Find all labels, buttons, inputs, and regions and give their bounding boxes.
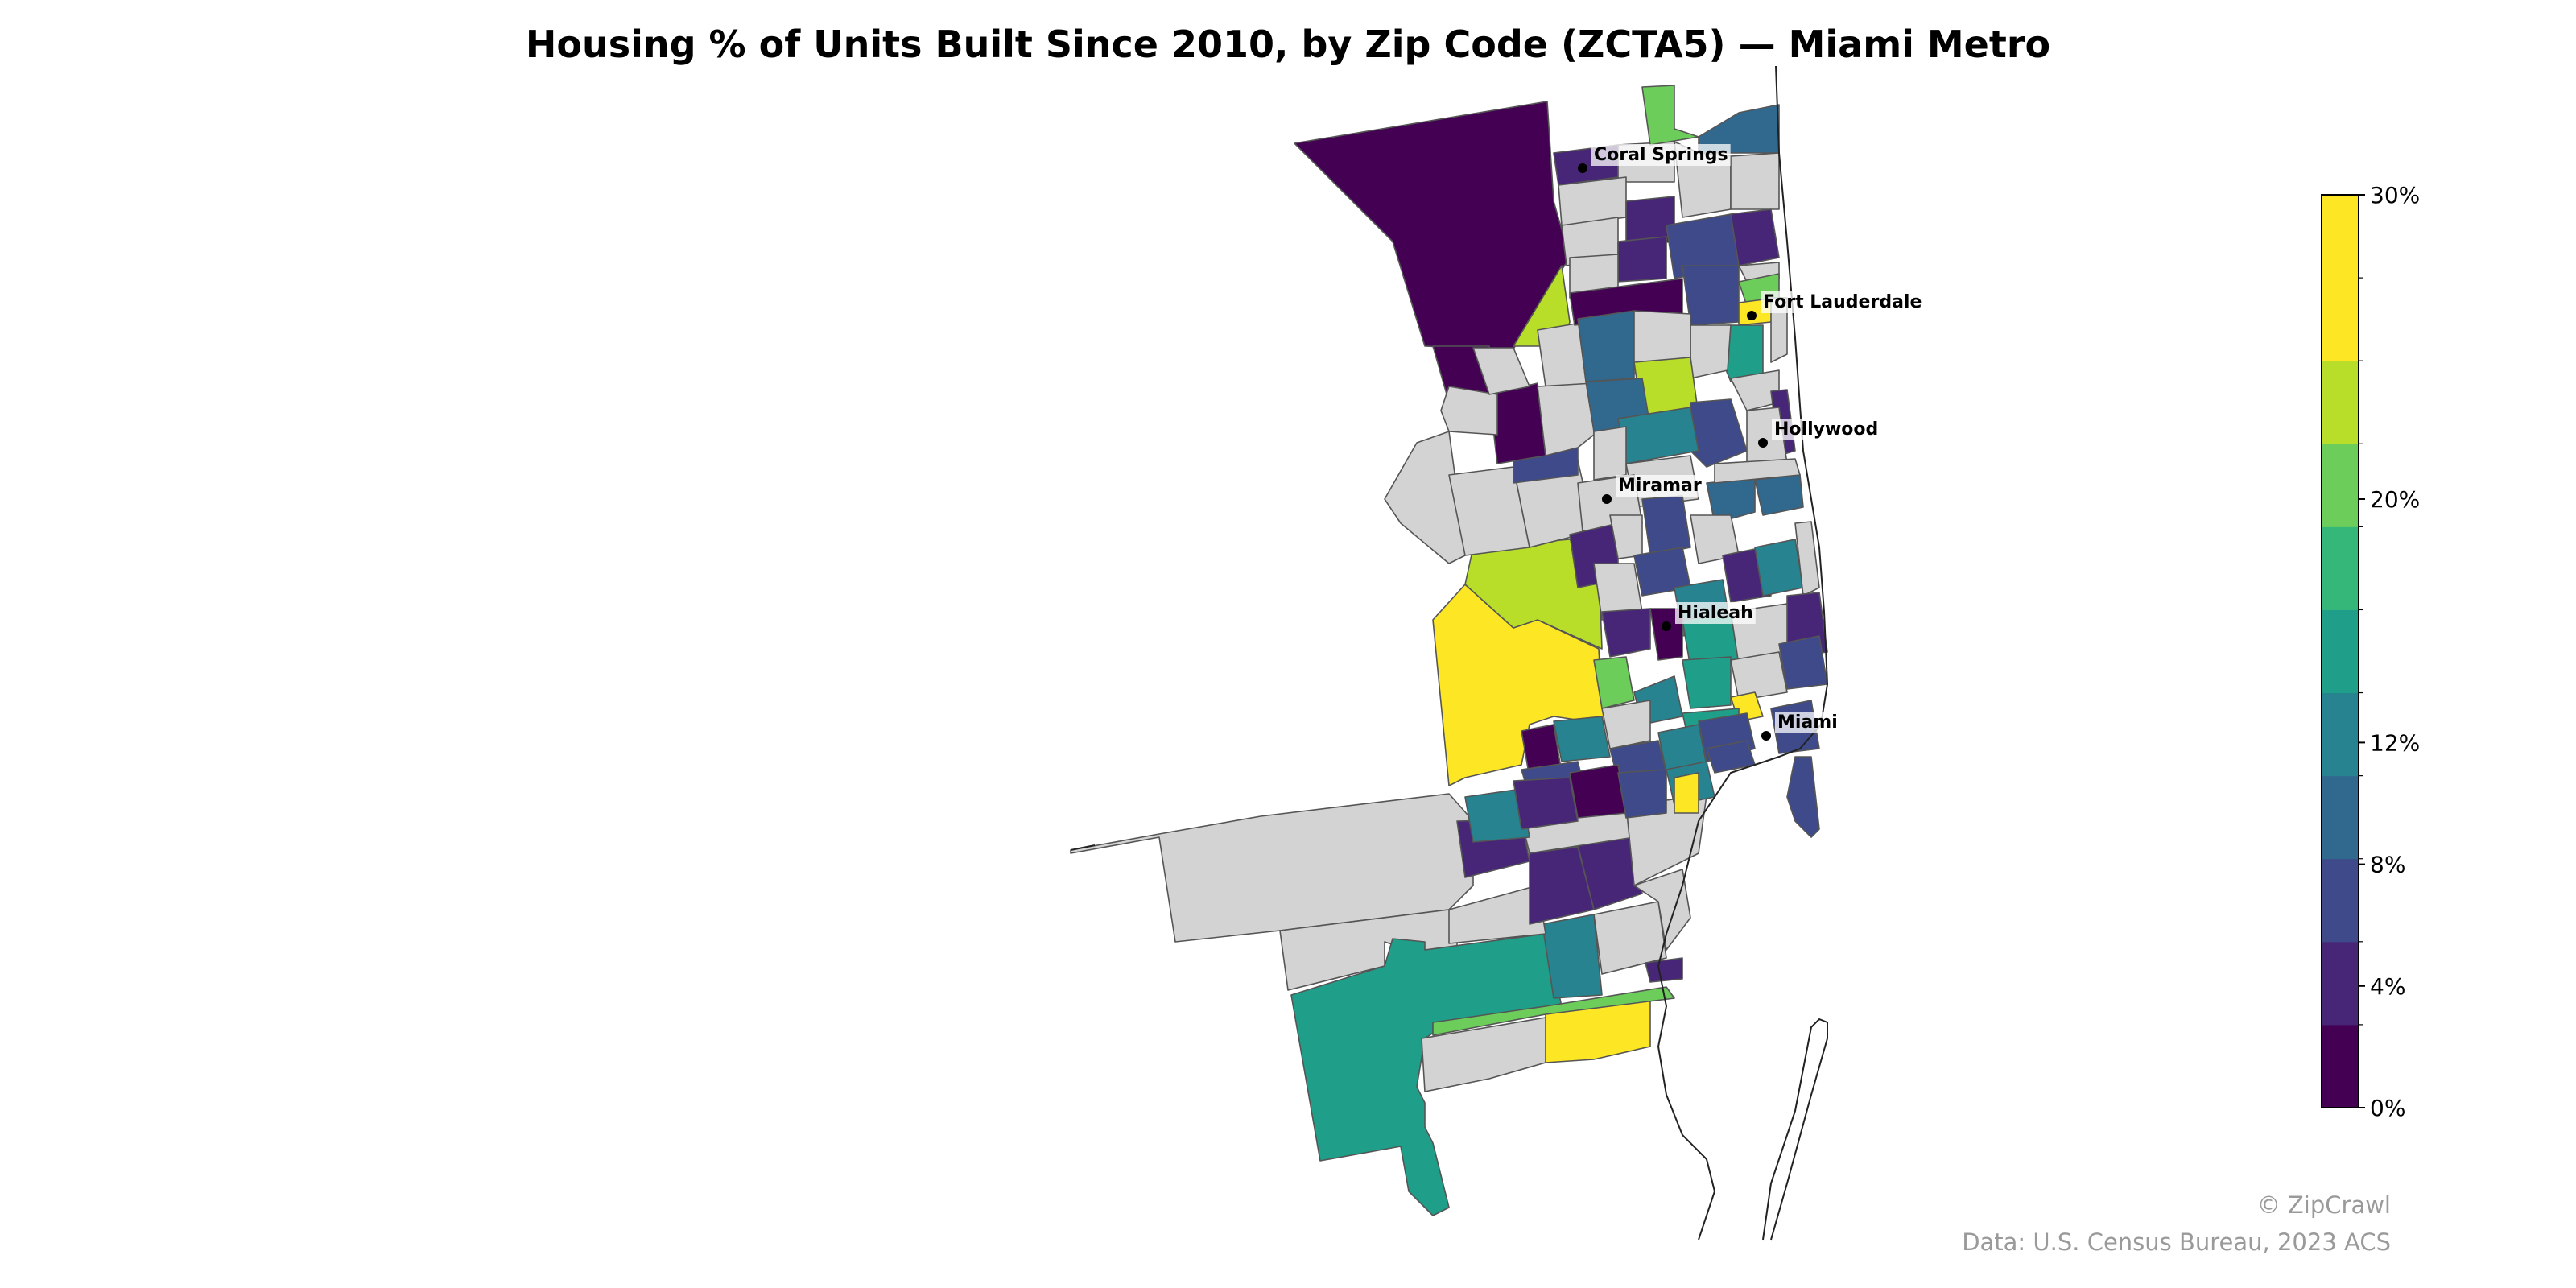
zip-region <box>1649 608 1683 661</box>
zip-region <box>1421 1017 1546 1092</box>
zip-region <box>1730 208 1780 266</box>
colorbar-segment <box>2322 1024 2359 1108</box>
city-label: Hialeah <box>1678 603 1753 623</box>
zip-region <box>1690 398 1748 468</box>
zip-region <box>1641 85 1699 146</box>
zip-region <box>1593 901 1667 975</box>
zip-region <box>1464 788 1530 843</box>
city-label: Miramar <box>1618 476 1702 496</box>
coastline <box>1070 65 1829 1241</box>
city-label-background <box>1761 291 1925 313</box>
colorbar-tick-label: 4% <box>2370 973 2405 1000</box>
zip-region <box>1553 716 1611 762</box>
city-label: Hollywood <box>1774 419 1878 440</box>
colorbar-tick-label: 12% <box>2370 729 2420 756</box>
colorbar-segment <box>2322 526 2359 610</box>
city-label-background <box>1591 144 1731 166</box>
zip-region <box>1754 474 1804 516</box>
zip-region <box>1070 793 1474 943</box>
zip-region <box>1537 382 1595 456</box>
city-label-background <box>1675 602 1756 624</box>
colorbar-segment <box>2322 692 2359 777</box>
zip-region <box>1448 885 1546 944</box>
city-label-background <box>1775 712 1840 733</box>
colorbar-frame <box>2321 194 2359 1108</box>
colorbar-segment <box>2322 444 2359 527</box>
zip-region <box>1593 426 1627 481</box>
colorbar-tick-label: 8% <box>2370 852 2405 878</box>
colorbar-segment <box>2322 278 2359 361</box>
zip-region <box>1641 495 1691 556</box>
zip-region <box>1633 869 1691 951</box>
colorbar-segment <box>2322 361 2359 444</box>
zip-region <box>1786 756 1820 838</box>
zip-region <box>1690 324 1732 379</box>
zip-region <box>1617 236 1667 283</box>
city-label-background <box>1616 475 1704 497</box>
colorbar-segment <box>2322 941 2359 1026</box>
city-dot <box>1602 494 1612 504</box>
city-dot <box>1578 163 1587 173</box>
zip-region <box>1542 914 1603 999</box>
colorbar-segment <box>2322 775 2359 860</box>
zip-region <box>1601 700 1651 749</box>
colorbar-tick-label: 0% <box>2370 1095 2405 1121</box>
city-dot <box>1662 621 1671 631</box>
city-dot <box>1747 311 1757 320</box>
zip-region <box>1593 656 1635 709</box>
city-label: Miami <box>1777 712 1838 733</box>
zip-region <box>1778 635 1828 690</box>
zip-region <box>1645 957 1683 983</box>
zip-code-regions <box>1070 85 1828 1216</box>
zip-region <box>1730 152 1780 210</box>
zip-region <box>1472 347 1530 395</box>
zip-region <box>1432 986 1675 1036</box>
zip-region <box>1290 933 1563 1216</box>
copyright-credit: © ZipCrawl <box>2256 1191 2391 1219</box>
colorbar-segment <box>2322 609 2359 694</box>
colorbar: 0% 4% 8% 12% 20% 30% <box>2321 182 2420 1121</box>
zip-region <box>1730 651 1788 701</box>
city-label-background <box>1772 419 1881 440</box>
colorbar-tick-label: 30% <box>2370 182 2420 208</box>
data-source-credit: Data: U.S. Census Bureau, 2023 ACS <box>1962 1228 2391 1256</box>
colorbar-segment <box>2322 858 2359 943</box>
zip-region <box>1577 310 1635 382</box>
colorbar-segment <box>2322 195 2359 279</box>
zip-region <box>1617 769 1667 819</box>
zip-region <box>1754 539 1804 597</box>
city-markers: Coral Springs Fort Lauderdale Hollywood Mir… <box>1578 144 1925 741</box>
zip-region <box>1601 608 1651 658</box>
zip-region <box>1294 101 1571 350</box>
zip-region <box>1513 777 1579 830</box>
zip-region <box>1714 458 1801 484</box>
zip-region <box>1794 521 1820 597</box>
colorbar-tick-label: 20% <box>2370 486 2420 513</box>
city-label: Coral Springs <box>1594 145 1728 165</box>
zip-region <box>1682 656 1732 709</box>
city-label: Fort Lauderdale <box>1763 292 1922 312</box>
map-title: Housing % of Units Built Since 2010, by … <box>525 23 2051 66</box>
zip-region <box>1674 772 1699 814</box>
city-dot <box>1761 731 1771 741</box>
city-dot <box>1758 438 1768 448</box>
